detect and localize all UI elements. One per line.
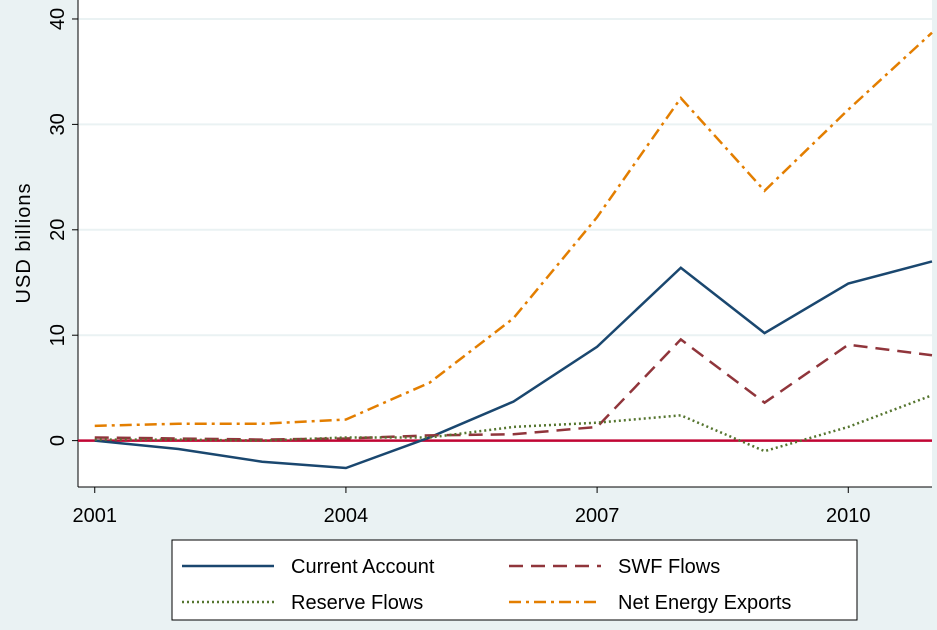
y-tick-label: 10 [47,324,69,346]
x-tick-label: 2004 [324,505,369,527]
legend-label: SWF Flows [618,556,720,578]
plot-area [78,0,932,487]
x-tick-label: 2007 [575,505,620,527]
y-tick-label: 40 [47,8,69,30]
y-tick-label: 0 [47,435,69,446]
legend-label: Net Energy Exports [618,592,791,614]
legend-label: Reserve Flows [291,592,423,614]
y-axis-label: USD billions [13,183,35,304]
y-tick-label: 20 [47,219,69,241]
x-tick-label: 2001 [72,505,117,527]
series-line [94,337,933,441]
legend-box [171,539,858,621]
y-tick-label: 30 [47,113,69,135]
legend-label: Current Account [291,556,435,578]
x-tick-label: 2010 [826,505,871,527]
series-line [94,260,933,470]
